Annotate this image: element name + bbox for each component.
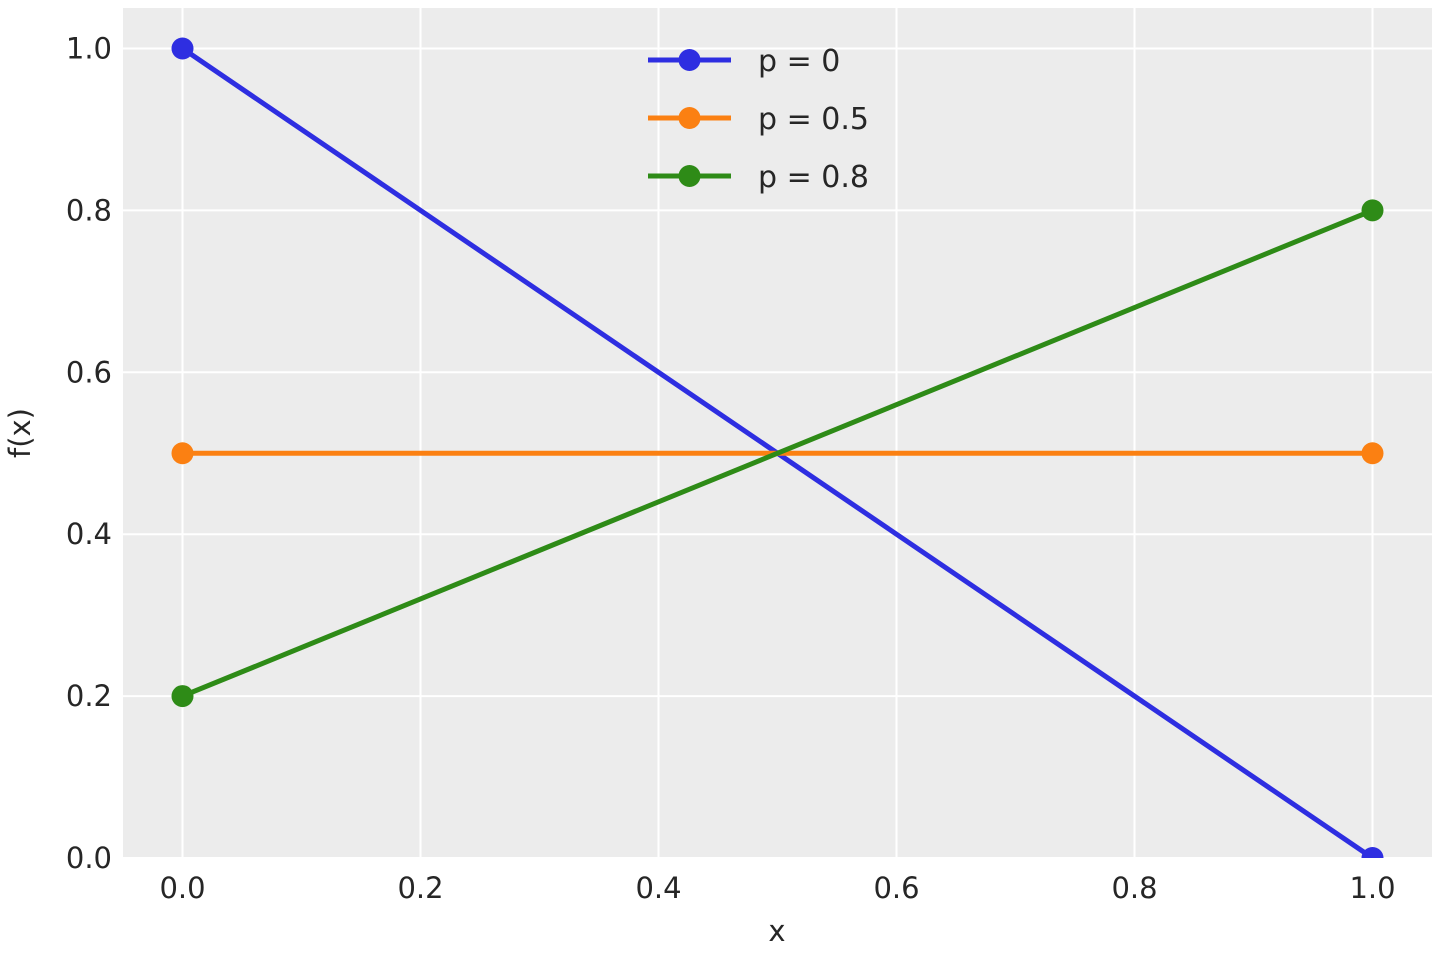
x-tick-label: 0.6 (873, 871, 919, 905)
y-tick-label: 0.0 (66, 841, 112, 875)
y-tick-label: 1.0 (66, 31, 112, 65)
y-axis-label: f(x) (3, 408, 37, 458)
data-point-marker (171, 442, 194, 465)
x-tick-label: 0.8 (1111, 871, 1157, 905)
data-point-marker (171, 685, 194, 708)
legend-marker-icon (678, 49, 701, 71)
x-tick-label: 1.0 (1349, 871, 1395, 905)
tick-labels: 0.0 0.2 0.4 0.6 0.8 1.0 0.0 0.2 0.4 0.6 0.8 1.0 (66, 31, 1396, 905)
plot-area (123, 8, 1432, 858)
y-tick-label: 0.8 (66, 193, 112, 227)
legend-marker-icon (678, 107, 701, 129)
x-tick-label: 0.4 (635, 871, 681, 905)
gridlines (123, 8, 1432, 859)
y-tick-label: 0.4 (66, 517, 112, 551)
series-line (181, 208, 1374, 699)
data-point-marker (1361, 199, 1384, 222)
data-point-marker (171, 37, 194, 60)
data-point-marker (1361, 847, 1384, 858)
x-tick-label: 0.0 (159, 871, 205, 905)
series-group (171, 37, 1384, 858)
y-tick-label: 0.6 (66, 355, 112, 389)
legend-marker-icon (678, 165, 701, 187)
data-point-marker (1361, 442, 1384, 465)
x-tick-label: 0.2 (397, 871, 443, 905)
y-tick-label: 0.2 (66, 679, 112, 713)
legend-label: p = 0.8 (758, 160, 869, 195)
legend-label: p = 0.5 (758, 102, 869, 137)
x-axis-label: x (768, 914, 785, 948)
legend-label: p = 0 (758, 44, 840, 79)
legend: p = 0 p = 0.5 p = 0.8 (648, 44, 869, 195)
